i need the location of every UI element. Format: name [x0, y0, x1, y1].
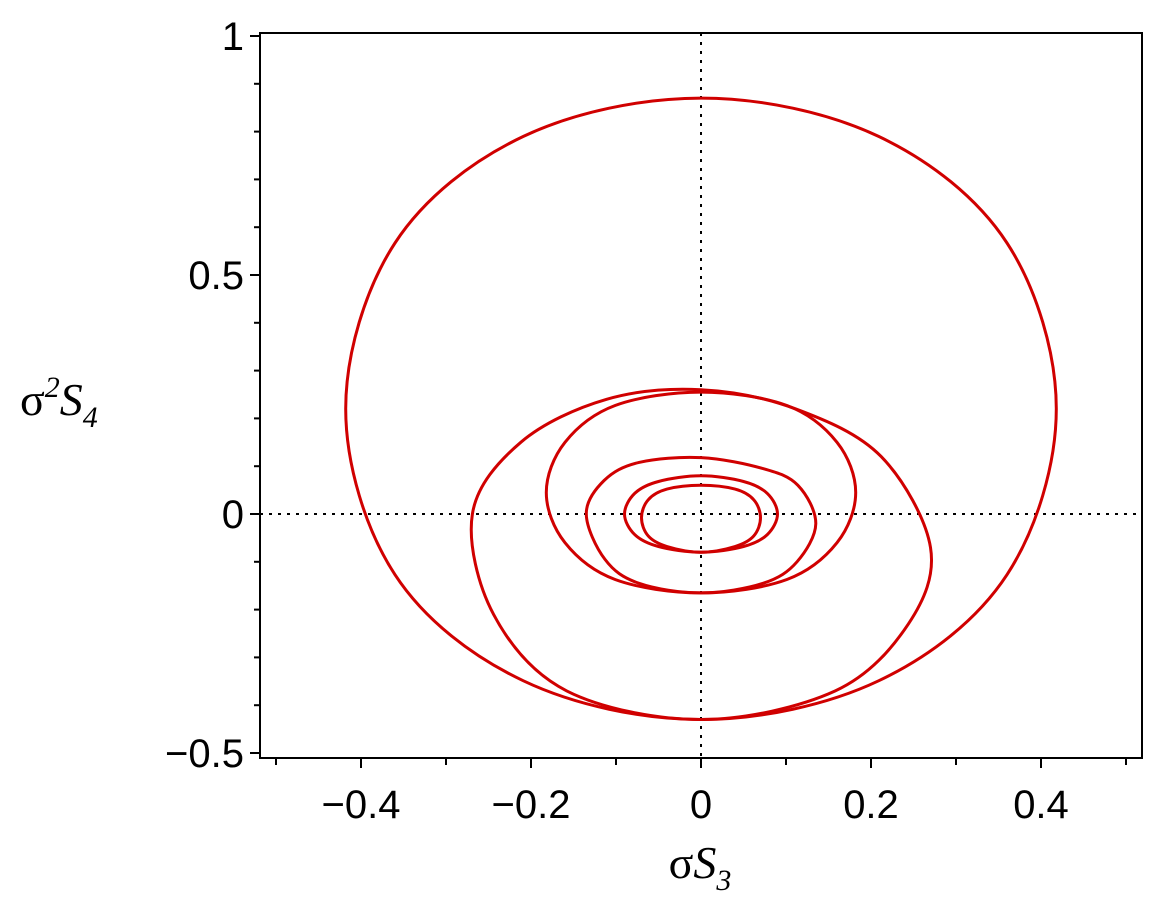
- series-curve-3: [544, 390, 858, 595]
- series-curve-6: [639, 483, 763, 554]
- x-tick-label: 0.4: [1013, 783, 1069, 827]
- x-tick-label: 0.2: [843, 783, 899, 827]
- x-tick-label: 0: [690, 783, 712, 827]
- y-axis-label-symbol: S: [60, 374, 83, 425]
- y-tick-label: −0.5: [165, 732, 244, 776]
- y-axis-label: σ2S4: [20, 371, 98, 434]
- y-tick-label: 1: [222, 15, 244, 59]
- y-tick-label: 0.5: [188, 254, 244, 298]
- x-axis-label-prefix: σ: [669, 837, 694, 888]
- x-axis-label-subscript: 3: [715, 864, 731, 897]
- series-curve-5: [622, 474, 780, 554]
- x-tick-label: −0.4: [322, 783, 401, 827]
- series-curve-2: [469, 387, 933, 722]
- x-axis-ticks: −0.4 −0.2 0 0.2 0.4: [275, 758, 1127, 827]
- y-axis-ticks: −0.5 0 0.5 1: [165, 15, 260, 776]
- y-axis-label-superscript: 2: [45, 371, 60, 404]
- y-axis-label-subscript: 4: [83, 401, 98, 434]
- y-axis-label-prefix: σ: [20, 374, 45, 425]
- x-axis-label-symbol: S: [693, 837, 716, 888]
- y-tick-label: 0: [222, 493, 244, 537]
- series-curve-4: [584, 455, 818, 595]
- x-axis-label: σS3: [669, 837, 732, 897]
- x-tick-label: −0.2: [492, 783, 571, 827]
- series-curve-1: [344, 96, 1058, 722]
- curves: [344, 96, 1058, 722]
- reference-lines: [260, 33, 1142, 758]
